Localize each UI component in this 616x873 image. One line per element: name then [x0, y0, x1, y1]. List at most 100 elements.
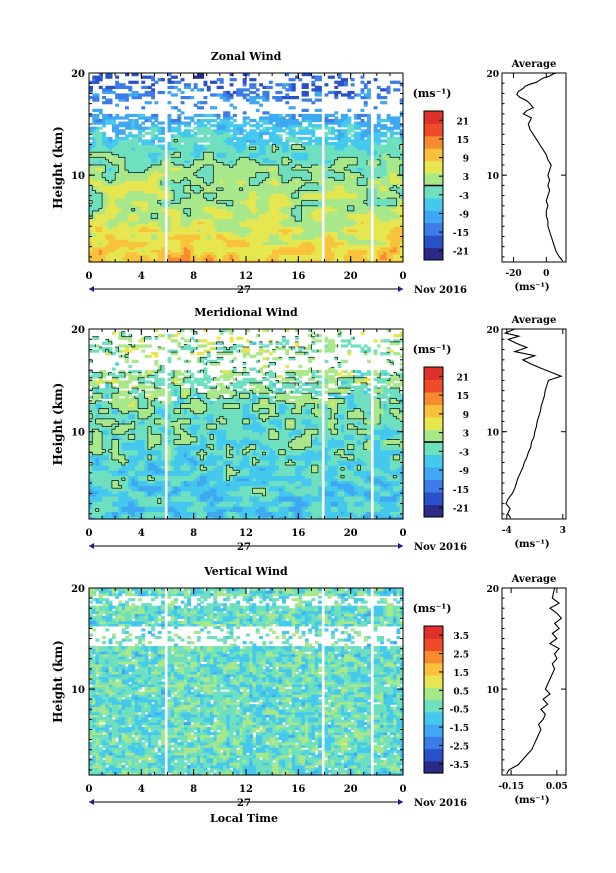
colorbar-swatch — [424, 173, 443, 186]
average-profile-line — [503, 328, 563, 519]
date-label: Nov 2016 — [414, 798, 467, 809]
colorbar-unit-label: (ms⁻¹) — [413, 87, 452, 100]
heatmap-panel-0: 0 4 8 12 16 20 0 10 20 Zonal Wind Height (km) 27 Nov… — [51, 50, 469, 296]
colorbar-swatch — [424, 222, 443, 236]
average-profile-line — [516, 72, 564, 262]
colorbar-swatch — [424, 379, 443, 393]
x-tick-label: 0 — [400, 528, 407, 539]
colorbar-swatch — [424, 392, 443, 405]
y-axis-label: Height (km) — [51, 126, 65, 209]
colorbar-swatch — [424, 210, 443, 224]
avg-y-tick-label: 20 — [486, 326, 499, 336]
heatmap-cells — [89, 73, 404, 263]
x-tick-label: 20 — [344, 271, 358, 282]
y-axis-label: Height (km) — [51, 640, 65, 723]
colorbar-tick-label: 21 — [456, 117, 469, 127]
average-unit-label: (ms⁻¹) — [514, 282, 549, 293]
colorbar-tick-label: -21 — [453, 505, 469, 515]
colorbar-tick-label: -0.5 — [450, 706, 469, 716]
x-tick-label: 16 — [291, 271, 305, 282]
avg-x-tick-label: 0.05 — [546, 782, 568, 792]
colorbar-unit-label: (ms⁻¹) — [413, 343, 452, 356]
avg-x-tick-label: -0.15 — [498, 782, 524, 792]
colorbar-tick-label: 3.5 — [453, 632, 469, 642]
colorbar-swatch — [424, 748, 443, 762]
date-label: Nov 2016 — [414, 542, 467, 553]
colorbar-swatch — [424, 687, 443, 701]
x-tick-label: 8 — [190, 528, 197, 539]
average-title: Average — [511, 574, 557, 585]
colorbar-tick-label: 2.5 — [453, 651, 469, 661]
heatmap-panel-1: 0 4 8 12 16 20 0 10 20 Meridional Wind Height (km)… — [51, 306, 469, 553]
colorbar-swatch — [424, 454, 443, 468]
average-panel-2: -0.15 0.05 10 20 Average (ms⁻¹) — [486, 574, 567, 806]
y-tick-label: 20 — [71, 69, 85, 80]
colorbar-tick-label: 9 — [463, 155, 469, 165]
colorbar-tick-label: -15 — [453, 229, 469, 239]
day-label: 27 — [237, 542, 251, 553]
colorbar-swatch — [424, 148, 443, 162]
panel-title: Meridional Wind — [194, 306, 298, 319]
average-frame — [501, 587, 567, 776]
colorbar-swatch — [424, 626, 443, 639]
zero-contour — [89, 139, 401, 222]
day-bar-arrow-right — [398, 799, 403, 805]
colorbar-tick-label: 3 — [463, 173, 469, 183]
day-bar-arrow-right — [398, 543, 403, 549]
colorbar-swatch — [424, 442, 443, 455]
day-bar-arrow-right — [398, 286, 403, 292]
colorbar-swatch — [424, 675, 443, 688]
panel-title: Vertical Wind — [203, 565, 288, 578]
colorbar-tick-label: -1.5 — [450, 724, 469, 734]
colorbar-swatch — [424, 492, 443, 505]
x-tick-label: 12 — [239, 528, 253, 539]
avg-x-tick-label: -20 — [505, 269, 521, 279]
colorbar-tick-label: -3 — [459, 192, 469, 202]
y-tick-label: 20 — [71, 584, 85, 595]
colorbar-tick-label: 0.5 — [453, 687, 469, 697]
x-tick-label: 20 — [344, 528, 358, 539]
colorbar-tick-label: 15 — [456, 392, 469, 402]
y-tick-label: 10 — [71, 171, 85, 182]
average-panel-0: -20 0 10 20 Average (ms⁻¹) — [486, 59, 567, 293]
x-tick-label: 4 — [138, 784, 145, 795]
colorbar-swatch — [424, 662, 443, 676]
heatmap-panel-2: 0 4 8 12 16 20 0 10 20 Vertical Wind Height (km) 27… — [51, 565, 469, 825]
date-label: Nov 2016 — [414, 285, 467, 296]
x-tick-label: 0 — [86, 784, 93, 795]
colorbar-tick-label: 21 — [456, 373, 469, 383]
avg-y-tick-label: 20 — [486, 585, 499, 595]
day-label: 27 — [237, 285, 251, 296]
average-frame — [501, 72, 567, 263]
x-tick-label: 0 — [400, 271, 407, 282]
colorbar-frame — [423, 625, 444, 774]
avg-y-tick-label: 10 — [486, 686, 499, 696]
heatmap-cells — [89, 329, 404, 520]
x-tick-label: 8 — [190, 271, 197, 282]
colorbar-swatch — [424, 367, 443, 380]
zero-contour — [89, 331, 401, 512]
colorbar-swatch — [424, 504, 443, 518]
day-bar-arrow-left — [89, 543, 94, 549]
avg-x-tick-label: 3 — [560, 526, 566, 536]
avg-y-tick-label: 10 — [486, 429, 499, 439]
x-tick-label: 16 — [291, 784, 305, 795]
panel-title: Zonal Wind — [211, 50, 282, 63]
average-panel-1: -4 3 10 20 Average (ms⁻¹) — [486, 315, 567, 550]
colorbar-swatch — [424, 247, 443, 261]
day-label: 27 — [237, 798, 251, 809]
y-axis-label: Height (km) — [51, 383, 65, 466]
avg-y-tick-label: 10 — [486, 172, 499, 182]
avg-x-tick-label: -4 — [502, 526, 512, 536]
colorbar-swatch — [424, 711, 443, 725]
colorbar-tick-label: 1.5 — [453, 669, 469, 679]
x-tick-label: 12 — [239, 784, 253, 795]
colorbar-swatch — [424, 467, 443, 480]
colorbar-unit-label: (ms⁻¹) — [413, 602, 452, 615]
colorbar-swatch — [424, 123, 443, 137]
colorbar-swatch — [424, 699, 443, 713]
average-title: Average — [511, 315, 557, 326]
colorbar-swatch — [424, 429, 443, 443]
colorbar-swatch — [424, 235, 443, 249]
